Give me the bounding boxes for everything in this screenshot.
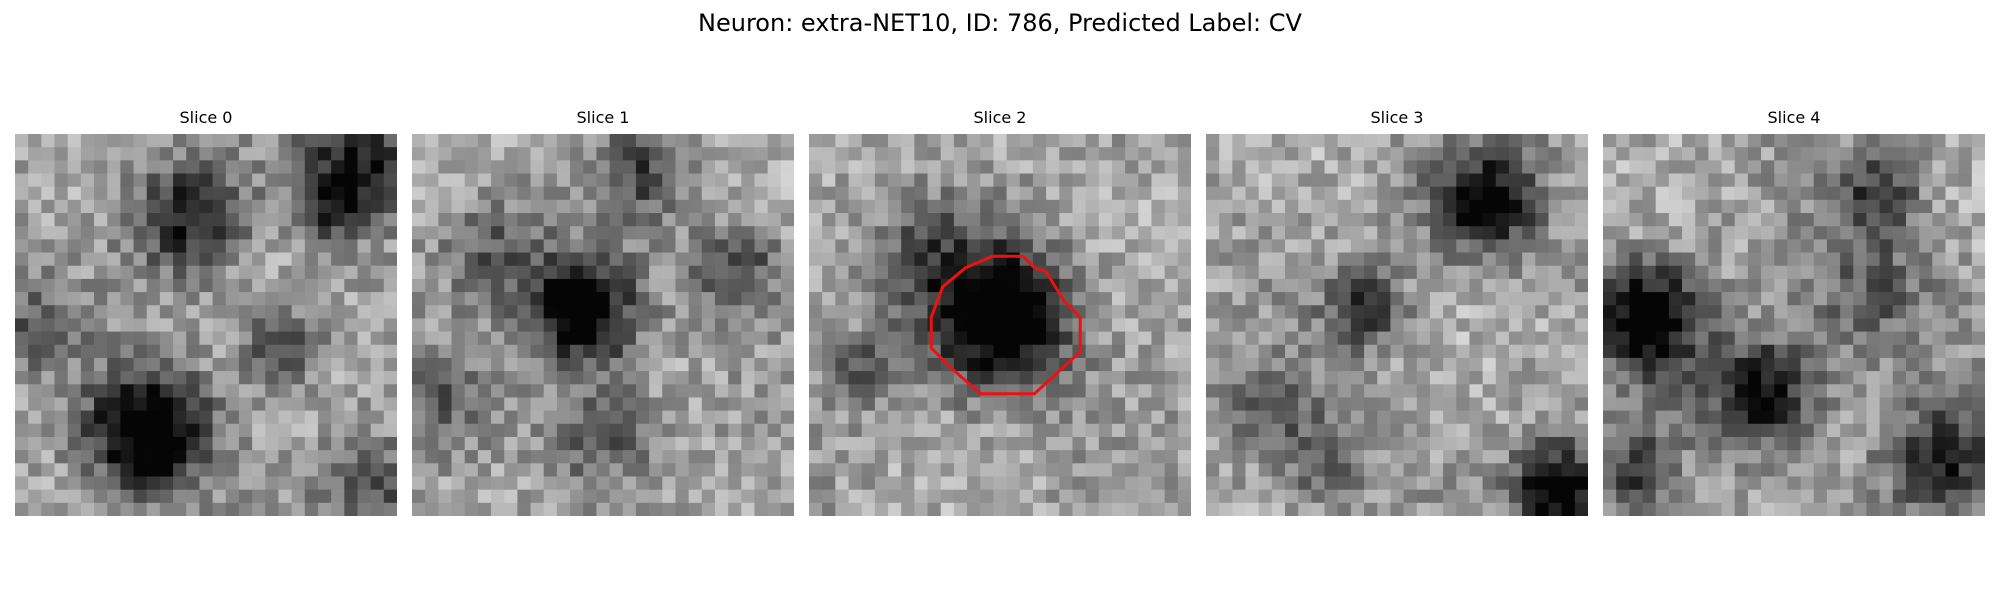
neuron-outline — [929, 254, 1082, 396]
slice-title-0: Slice 0 — [179, 108, 233, 127]
slice-image-1 — [412, 134, 794, 516]
slice-image-3 — [1206, 134, 1588, 516]
figure-title: Neuron: extra-NET10, ID: 786, Predicted … — [698, 9, 1302, 37]
slice-panel-4: Slice 4 — [1603, 108, 1985, 516]
slice-title-2: Slice 2 — [973, 108, 1027, 127]
slice-title-1: Slice 1 — [576, 108, 630, 127]
slice-panel-2: Slice 2 — [809, 108, 1191, 516]
slice-image-4 — [1603, 134, 1985, 516]
slice-panel-1: Slice 1 — [412, 108, 794, 516]
slice-panel-0: Slice 0 — [15, 108, 397, 516]
slice-title-3: Slice 3 — [1370, 108, 1424, 127]
slice-image-0 — [15, 134, 397, 516]
slice-title-4: Slice 4 — [1767, 108, 1821, 127]
slice-panel-3: Slice 3 — [1206, 108, 1588, 516]
slice-image-2 — [809, 134, 1191, 516]
